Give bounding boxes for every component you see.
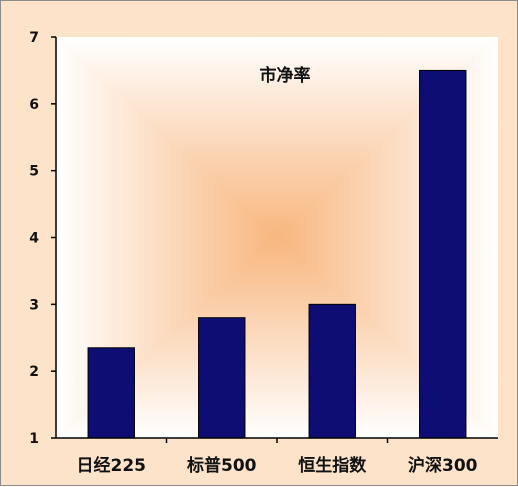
- y-ticks: 1 2 3 4 5 6 7: [29, 30, 56, 447]
- y-tick-label: 2: [29, 364, 39, 380]
- y-tick-label: 6: [29, 97, 39, 113]
- y-tick-label: 3: [29, 297, 39, 313]
- y-tick-label: 5: [29, 164, 39, 180]
- bar-2: [198, 317, 246, 439]
- x-category-label: 沪深300: [408, 455, 478, 476]
- x-category-label: 恒生指数: [298, 455, 367, 476]
- bar-4: [419, 69, 467, 439]
- y-tick-label: 1: [29, 431, 39, 447]
- x-category-label: 标普500: [187, 455, 257, 476]
- x-tick-labels: 日经225 标普500 恒生指数 沪深300: [77, 438, 478, 476]
- x-category-label: 日经225: [77, 455, 147, 476]
- y-tick-label: 4: [29, 231, 39, 247]
- bar-1: [87, 347, 135, 439]
- bars-layer: [87, 69, 467, 439]
- bar-3: [308, 303, 356, 439]
- chart-title: 市净率: [260, 65, 311, 86]
- y-tick-label: 7: [29, 30, 39, 46]
